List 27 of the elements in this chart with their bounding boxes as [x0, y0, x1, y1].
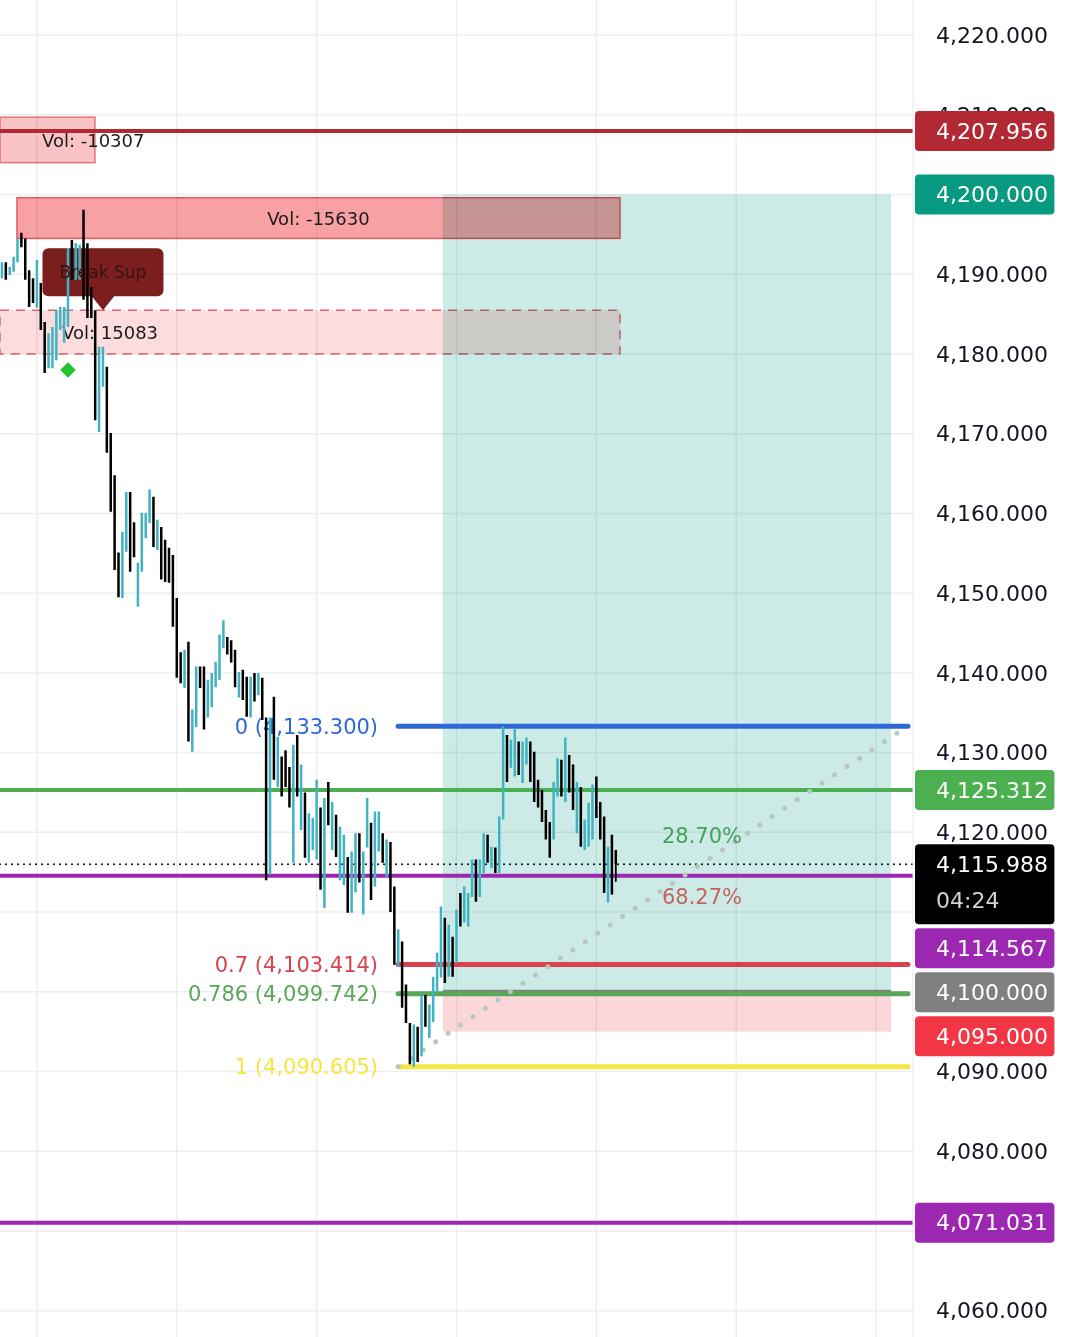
band-label: Vol: -15630 — [267, 208, 370, 230]
y-tick-label: 4,170.000 — [936, 421, 1048, 447]
ref-line-label: 4,115.988 04:24 — [936, 852, 1048, 914]
y-tick-label: 4,220.000 — [936, 22, 1048, 48]
y-tick-label: 4,190.000 — [936, 261, 1048, 287]
y-tick-label: 4,080.000 — [936, 1138, 1048, 1164]
annotation: 68.27% — [661, 885, 742, 910]
ref-line-label: 0.786 (4,099.742) — [188, 982, 379, 1007]
ref-line-label: 4,125.312 — [936, 777, 1048, 803]
ref-line-label: 4,114.567 — [936, 936, 1048, 962]
band-label: 4,095.000 — [936, 1024, 1048, 1050]
y-tick-label: 4,150.000 — [936, 580, 1048, 606]
annotation: 28.70% — [661, 824, 742, 849]
ref-line-label: 4,071.031 — [936, 1210, 1048, 1236]
y-tick-label: 4,120.000 — [936, 820, 1048, 846]
y-tick-label: 4,060.000 — [936, 1298, 1048, 1324]
band-label: Vol: -10307 — [42, 130, 145, 152]
ref-line-label: 1 (4,090.605) — [234, 1055, 379, 1080]
ref-line-label: 0.7 (4,103.414) — [214, 952, 379, 977]
y-tick-label: 4,090.000 — [936, 1059, 1048, 1085]
ref-line-label: 4,207.956 — [936, 118, 1048, 144]
band-label: 4,200.000 — [936, 182, 1048, 208]
ref-line-label: 4,100.000 — [936, 980, 1048, 1006]
y-tick-label: 4,180.000 — [936, 341, 1048, 367]
y-tick-label: 4,160.000 — [936, 501, 1048, 527]
y-tick-label: 4,130.000 — [936, 740, 1048, 766]
y-tick-label: 4,140.000 — [936, 660, 1048, 686]
